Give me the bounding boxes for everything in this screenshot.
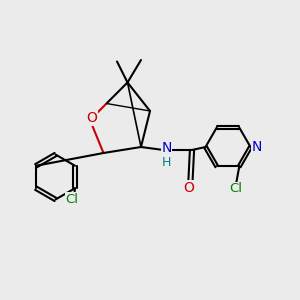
Text: Cl: Cl bbox=[229, 182, 242, 196]
Text: N: N bbox=[161, 142, 172, 155]
Text: N: N bbox=[252, 140, 262, 154]
Text: H: H bbox=[162, 155, 171, 169]
Text: O: O bbox=[184, 181, 194, 194]
Text: Cl: Cl bbox=[65, 193, 79, 206]
Text: O: O bbox=[86, 112, 97, 125]
